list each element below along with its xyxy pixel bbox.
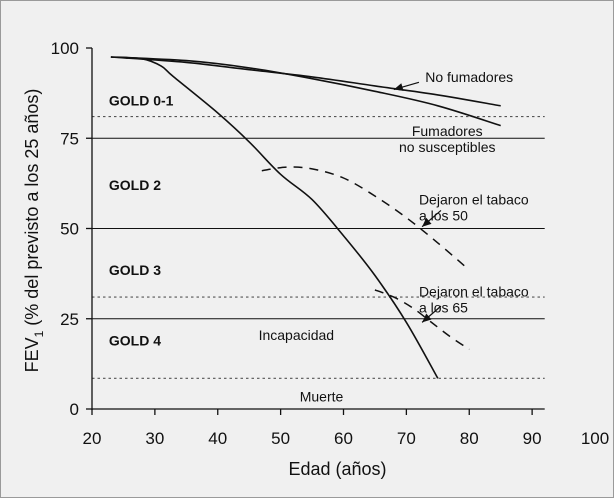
annotation-dejaron-65-arrowhead — [422, 313, 432, 323]
annotation-dejaron-50-arrowhead — [422, 217, 432, 227]
y-axis-title: FEV1 (% del previsto a los 25 años) — [22, 89, 46, 373]
gold-zone-label-2: GOLD 3 — [109, 262, 161, 278]
y-tick-label-0: 0 — [70, 400, 79, 419]
axes — [86, 47, 545, 415]
x-tick-label-60: 60 — [334, 429, 353, 448]
series-line-dejaron-65 — [374, 289, 470, 351]
annotation-no-fumadores: No fumadores — [393, 69, 513, 91]
x-tick-label-70: 70 — [397, 429, 416, 448]
series-lines — [110, 56, 501, 379]
chart-labels: 20 30 40 50 60 70 80 90 100 0 25 50 75 100 Edad (años)… — [22, 39, 609, 479]
annotation-fumadores-no-susceptibles-line-0: Fumadores — [412, 123, 483, 139]
x-tick-label-30: 30 — [145, 429, 164, 448]
x-tick-label-100: 100 — [581, 429, 609, 448]
annotation-incapacidad-line-0: Incapacidad — [259, 327, 335, 343]
annotation-muerte-line-0: Muerte — [300, 388, 344, 404]
series-line-fumadores-no-susceptibles — [110, 56, 501, 127]
reference-lines — [92, 116, 545, 379]
gold-zone-label-1: GOLD 2 — [109, 177, 161, 193]
x-tick-label-50: 50 — [271, 429, 290, 448]
x-tick-label-80: 80 — [460, 429, 479, 448]
y-axis-title-prefix: FEV — [22, 337, 42, 372]
annotation-dejaron-50-line-1: a los 50 — [419, 208, 468, 224]
y-tick-label-100: 100 — [51, 39, 79, 58]
annotation-no-fumadores-line-0: No fumadores — [425, 69, 513, 85]
series-line-dejaron-50 — [261, 166, 470, 271]
annotation-no-fumadores-arrowhead — [393, 83, 404, 91]
x-tick-label-90: 90 — [523, 429, 542, 448]
annotation-fumadores-no-susceptibles-line-1: no susceptibles — [399, 139, 496, 155]
y-tick-label-75: 75 — [60, 129, 79, 148]
y-axis-title-suffix: (% del previsto a los 25 años) — [22, 89, 42, 331]
gold-zone-label-3: GOLD 4 — [109, 332, 161, 348]
series-line-no-fumadores — [110, 56, 501, 107]
gold-zone-label-0: GOLD 0-1 — [109, 92, 174, 108]
annotation-dejaron-65-line-1: a los 65 — [419, 300, 468, 316]
x-tick-label-40: 40 — [208, 429, 227, 448]
annotation-dejaron-50-line-0: Dejaron el tabaco — [419, 192, 529, 208]
x-tick-label-20: 20 — [83, 429, 102, 448]
y-tick-label-25: 25 — [60, 310, 79, 329]
series-line-fumadores-susceptibles — [110, 56, 439, 379]
annotation-muerte: Muerte — [300, 388, 344, 404]
annotation-incapacidad: Incapacidad — [259, 327, 335, 343]
annotation-dejaron-65-line-0: Dejaron el tabaco — [419, 284, 529, 300]
y-axis-title-subscript: 1 — [32, 330, 46, 337]
x-axis-title: Edad (años) — [288, 459, 386, 479]
y-tick-label-50: 50 — [60, 220, 79, 239]
